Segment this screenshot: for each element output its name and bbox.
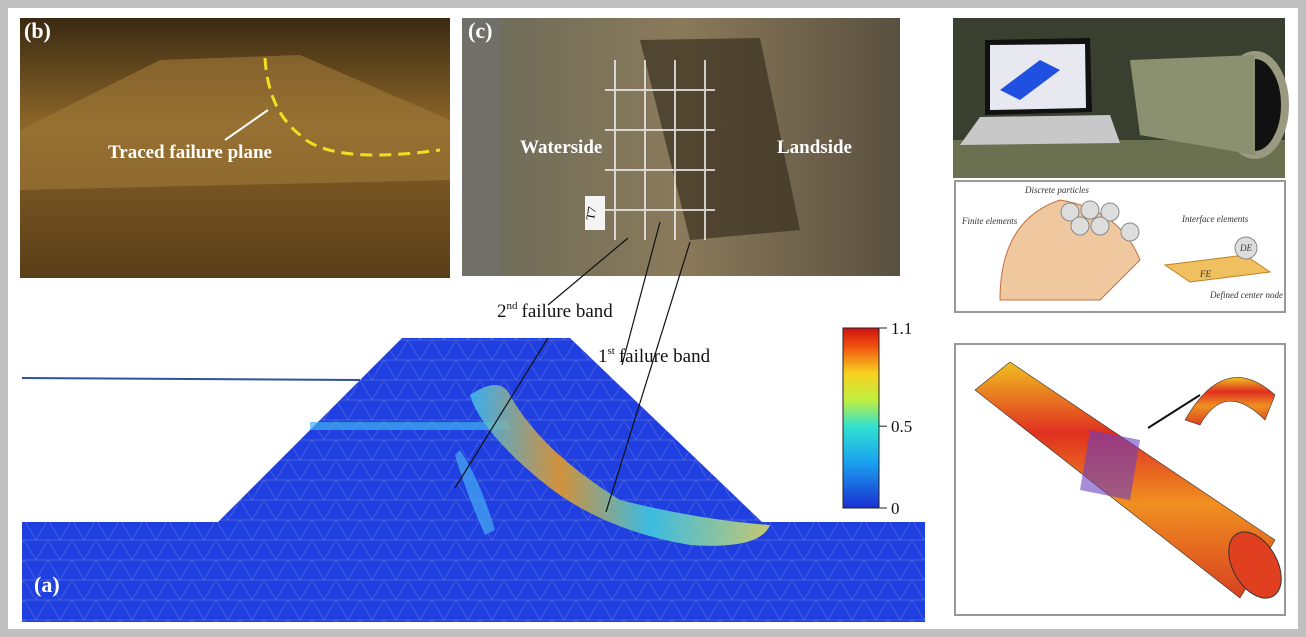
suffix: nd	[507, 300, 519, 312]
panel-b: (b) Traced failure plane	[20, 18, 450, 278]
grid-markings	[605, 60, 715, 240]
panel-label: (b)	[24, 18, 51, 43]
diagram-label: Interface elements	[1181, 214, 1249, 224]
panel-label: (c)	[468, 18, 492, 43]
joint	[1080, 430, 1140, 500]
pipe-model	[954, 343, 1286, 616]
band-text: failure band	[619, 346, 711, 367]
diagram-label: Defined center node	[1209, 290, 1283, 300]
arrow	[605, 241, 691, 513]
gravel	[462, 18, 502, 276]
diagram-label: Finite elements	[961, 216, 1018, 226]
liner	[1184, 377, 1276, 426]
arrow	[1147, 394, 1201, 429]
diagram-label: FE	[1199, 269, 1211, 279]
arrow	[454, 337, 549, 489]
annotation: Traced failure plane	[108, 142, 272, 163]
panel-a: 2nd failure band 1st failure band 00.51.1 …	[21, 221, 925, 622]
arrow	[224, 109, 269, 141]
laptop-base	[960, 115, 1120, 145]
photo-setup	[953, 18, 1289, 178]
ordinal: 1	[598, 346, 608, 367]
panel-c: T7 (c) Waterside Landside	[462, 18, 900, 276]
fe-block	[1163, 254, 1272, 283]
embankment	[20, 55, 450, 190]
arrow	[621, 221, 661, 366]
colorbar	[842, 327, 880, 509]
suffix: st	[608, 345, 615, 357]
tag	[585, 196, 605, 230]
pipe-end	[1228, 531, 1282, 599]
side-label: Waterside	[520, 137, 602, 158]
particles	[1060, 200, 1140, 242]
failure-trace	[263, 57, 441, 157]
water-level	[21, 377, 361, 381]
band-text: failure band	[522, 301, 614, 322]
arrow	[547, 237, 629, 306]
colorbar-ticks: 0 0.5 1.1	[879, 319, 912, 518]
tick-label: 0.5	[891, 417, 912, 436]
tick-label: 1.1	[891, 319, 912, 338]
seepage-band	[310, 422, 510, 430]
tag-text: T7	[583, 206, 599, 222]
failure-band-1	[470, 385, 770, 546]
band-label: 2nd failure band	[497, 300, 613, 322]
diagram: Discrete particles Finite elements Inter…	[954, 180, 1286, 313]
failure-zone	[640, 38, 800, 240]
side-label: Landside	[777, 137, 852, 158]
diagram-label: Discrete particles	[1024, 185, 1089, 195]
de-particle	[1234, 236, 1258, 260]
screen-plot	[1000, 60, 1060, 100]
pipe	[1130, 55, 1255, 155]
panel-label: (a)	[34, 572, 60, 597]
band-label: 1st failure band	[598, 345, 711, 367]
diagram-label: DE	[1239, 243, 1252, 253]
ordinal: 2	[497, 301, 507, 322]
tick-label: 0	[891, 499, 900, 518]
